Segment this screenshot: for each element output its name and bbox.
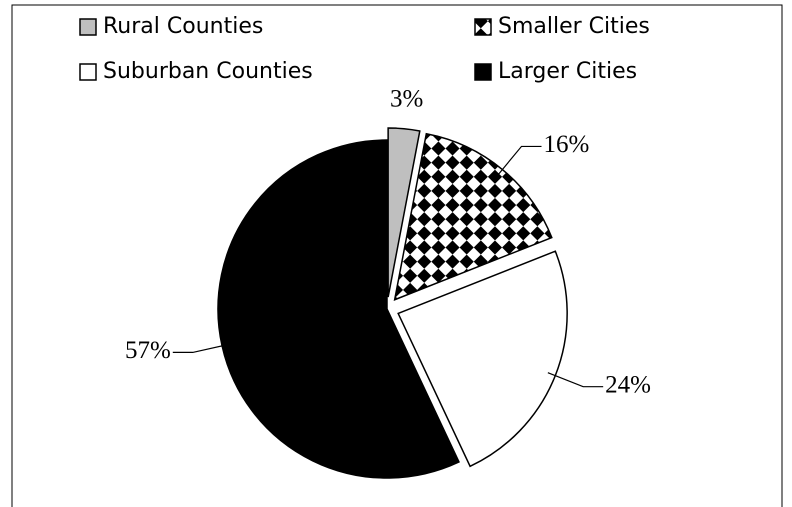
data-label: 3%: [390, 86, 423, 113]
legend-label: Smaller Cities: [498, 14, 650, 39]
data-label: 24%: [605, 371, 651, 398]
legend-marker: [474, 63, 492, 81]
data-label: 16%: [543, 131, 589, 158]
legend-label: Larger Cities: [498, 59, 637, 84]
leader-line: [172, 343, 231, 354]
legend-marker: [79, 18, 97, 36]
legend-marker: [79, 63, 97, 81]
data-label: 57%: [125, 337, 171, 364]
legend-label: Suburban Counties: [103, 59, 313, 84]
legend-marker: [474, 18, 492, 36]
pie-slice: [387, 127, 421, 298]
leader-line: [547, 372, 604, 388]
chart-frame: [11, 4, 783, 507]
leader-line: [496, 145, 542, 177]
legend-label: Rural Counties: [103, 14, 263, 39]
